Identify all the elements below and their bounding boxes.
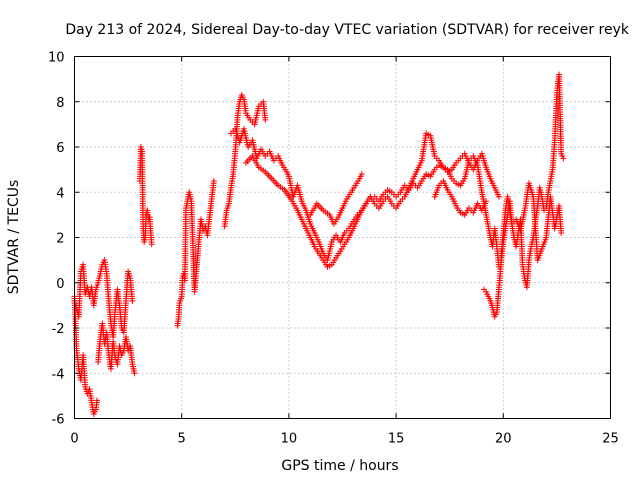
data-point: [358, 171, 365, 178]
x-tick-label: 25: [602, 432, 619, 447]
data-point: [129, 297, 136, 304]
y-tick-label: 4: [56, 186, 64, 201]
data-point: [558, 229, 565, 236]
data-point: [496, 193, 503, 200]
x-axis-label: GPS time / hours: [281, 458, 398, 474]
x-tick-label: 15: [388, 432, 405, 447]
x-tick-label: 20: [495, 432, 512, 447]
y-tick-label: 8: [56, 96, 64, 111]
chart-title: Day 213 of 2024, Sidereal Day-to-day VTE…: [65, 22, 630, 38]
data-points: [71, 71, 567, 417]
y-tick-label: 10: [48, 51, 65, 66]
data-point: [560, 155, 567, 162]
x-tick-label: 0: [70, 432, 78, 447]
data-point: [94, 397, 101, 404]
data-point: [210, 177, 217, 184]
data-point: [148, 241, 155, 248]
data-point: [131, 370, 138, 377]
data-point: [483, 198, 490, 205]
y-tick-label: 6: [56, 141, 64, 156]
y-axis: -6 -4 -2 0 2 4 6 8 10: [48, 51, 611, 428]
y-tick-label: -6: [52, 413, 65, 428]
y-tick-label: -4: [52, 367, 65, 382]
y-tick-label: 2: [56, 232, 64, 247]
x-axis: 0 5 10 15 20 25: [70, 56, 619, 447]
x-tick-label: 10: [281, 432, 298, 447]
y-tick-label: 0: [56, 277, 64, 292]
data-point: [262, 116, 269, 123]
y-tick-label: -2: [52, 322, 65, 337]
y-axis-label: SDTVAR / TECUs: [6, 180, 22, 295]
x-tick-label: 5: [178, 432, 186, 447]
